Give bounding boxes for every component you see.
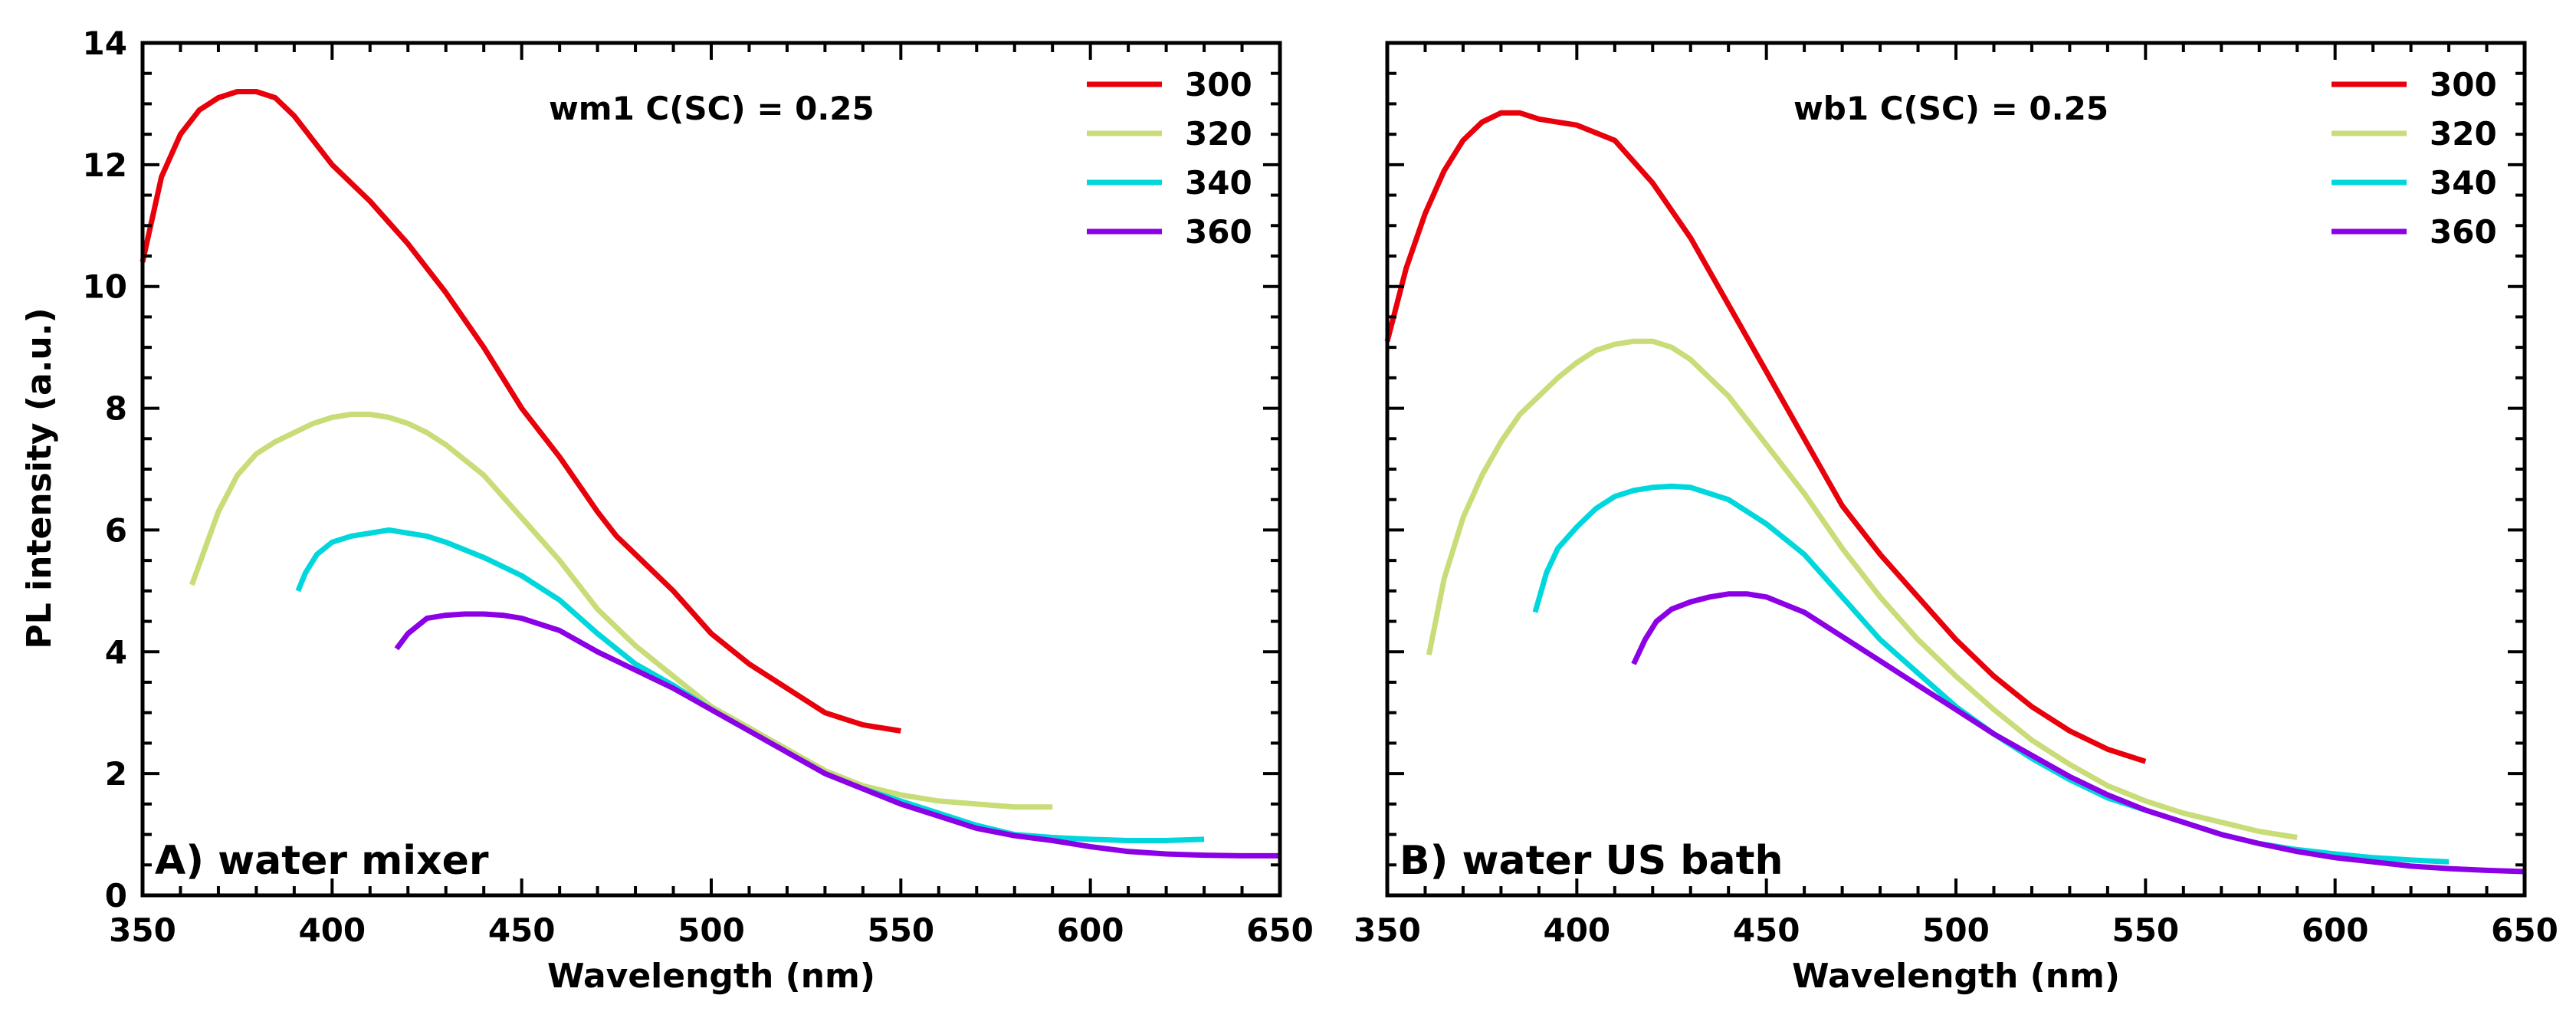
panel-b-series-line-320: [1426, 338, 2298, 840]
panel-a-legend-label-300: 300: [1185, 66, 1252, 103]
panel-b-x-tick-label: 600: [2302, 911, 2369, 949]
panel-a-legend-label-340: 340: [1185, 164, 1252, 202]
panel-a-y-tick-label: 14: [83, 25, 127, 62]
panel-b-series-line-300: [1384, 110, 2147, 764]
panel-b-annotation: wb1 C(SC) = 0.25: [1793, 90, 2108, 127]
panel-b-legend-label-360: 360: [2430, 213, 2497, 251]
panel-a-y-tick-label: 6: [105, 511, 127, 549]
panel-a-frame: [140, 41, 1282, 898]
panel-a-legend-label-320: 320: [1185, 115, 1252, 153]
panel-a-x-tick-label: 400: [298, 911, 366, 949]
panel-a-series-line-320: [189, 412, 1053, 810]
panel-a-legend-label-360: 360: [1185, 213, 1252, 251]
panel-b-x-tick-label: 350: [1354, 911, 1421, 949]
panel-a-x-tick-label: 450: [488, 911, 556, 949]
panel-b-series-line-360: [1631, 591, 2525, 875]
panel-b-label: B) water US bath: [1400, 838, 1783, 884]
y-axis-title: PL intensity (a.u.): [20, 307, 59, 649]
panel-b-x-tick-label: 500: [1922, 911, 1990, 949]
panel-a-y-tick-label: 8: [105, 390, 127, 428]
panel-a-y-tick-label: 4: [105, 633, 127, 671]
panel-a-y-tick-label: 0: [105, 877, 127, 915]
panel-a-x-tick-label: 350: [109, 911, 176, 949]
panel-b-legend-label-320: 320: [2430, 115, 2497, 153]
panel-b-frame: [1385, 41, 2527, 898]
panel-b-x-tick-label: 650: [2491, 911, 2558, 949]
panel-b-x-tick-label: 450: [1733, 911, 1800, 949]
panel-a-series-line-300: [139, 89, 901, 734]
panel-a-x-tick-label: 600: [1057, 911, 1124, 949]
panel-b-legend-label-340: 340: [2430, 164, 2497, 202]
panel-a-y-tick-label: 2: [105, 755, 127, 793]
panel-b-legend-label-300: 300: [2430, 66, 2497, 103]
panel-a-y-tick-label: 10: [83, 268, 127, 306]
panel-a-series-line-340: [295, 527, 1205, 843]
panel-a-label: A) water mixer: [155, 838, 489, 884]
panel-a-x-tick-label: 500: [678, 911, 745, 949]
panel-b-x-axis-title: Wavelength (nm): [1792, 957, 2120, 996]
panel-b-x-tick-label: 550: [2112, 911, 2179, 949]
panel-a-annotation: wm1 C(SC) = 0.25: [549, 90, 875, 127]
panel-a-y-tick-label: 12: [83, 146, 127, 184]
panel-a-x-tick-label: 550: [867, 911, 934, 949]
panel-a-x-axis-title: Wavelength (nm): [547, 957, 875, 996]
panel-a-series-line-360: [394, 611, 1280, 859]
panel-b-x-tick-label: 400: [1543, 911, 1610, 949]
panel-a-x-tick-label: 650: [1246, 911, 1314, 949]
